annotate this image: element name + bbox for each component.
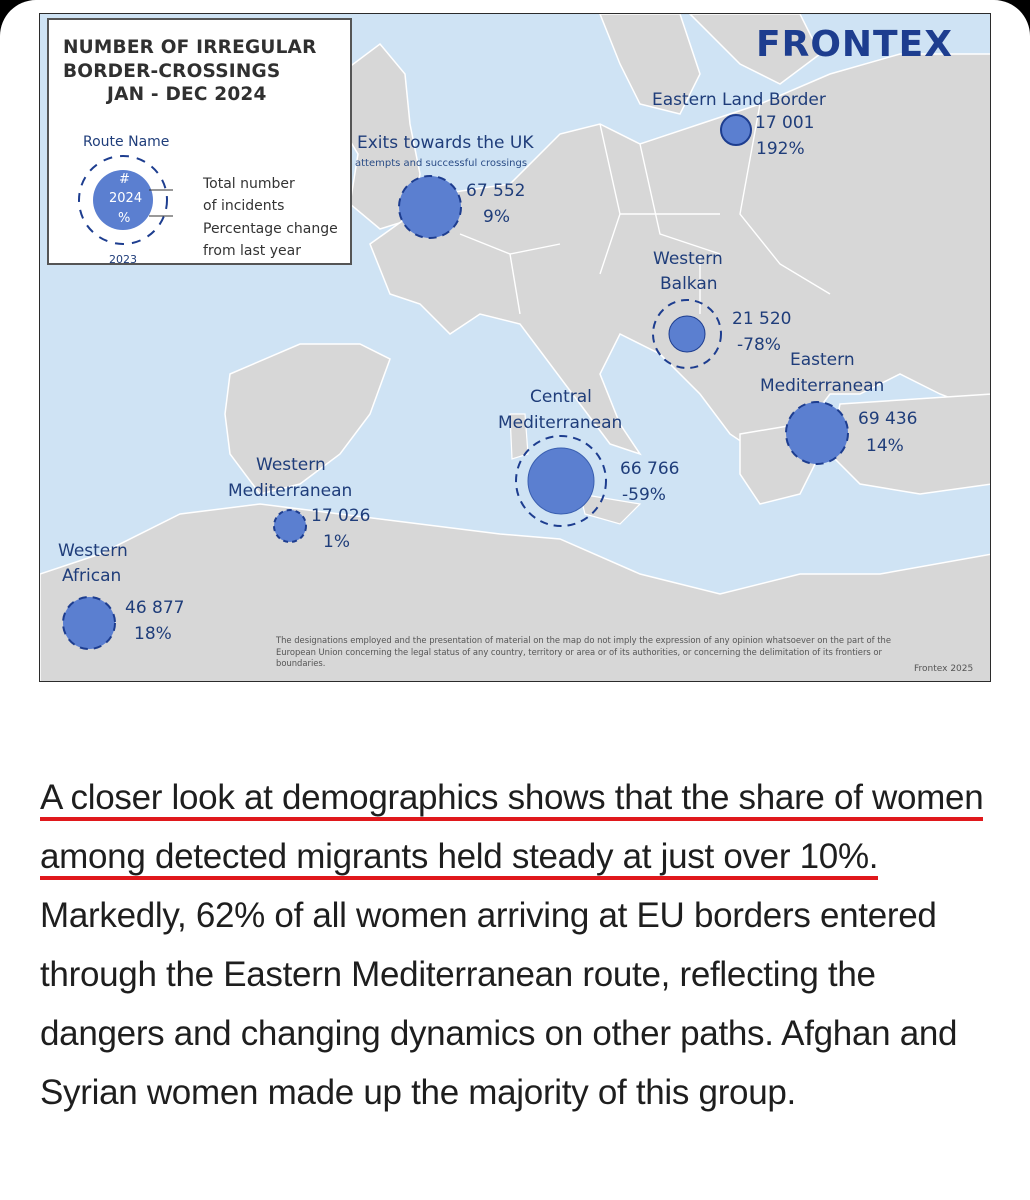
route-name-central-mediterranean: Central bbox=[530, 387, 592, 407]
article-paragraph: A closer look at demographics shows that… bbox=[40, 768, 1000, 1122]
legend-previous-year: 2023 bbox=[109, 253, 137, 266]
route-value-eastern-land-border: 17 001 bbox=[755, 113, 815, 133]
route-change-eastern-land-border: 192% bbox=[756, 139, 805, 159]
route-name-western-african: Western bbox=[58, 541, 128, 561]
highlighted-sentence: A closer look at demographics shows that… bbox=[40, 778, 984, 880]
route-value-western-balkan: 21 520 bbox=[732, 309, 792, 329]
legend-title-line: NUMBER OF IRREGULAR bbox=[63, 37, 317, 58]
map-credit: Frontex 2025 bbox=[914, 664, 974, 674]
legend-percent-symbol: % bbox=[118, 211, 131, 226]
legend-title-line: JAN - DEC 2024 bbox=[107, 84, 267, 106]
route-name-eastern-land-border: Eastern Land Border bbox=[652, 90, 826, 110]
route-marker-central-mediterranean bbox=[515, 435, 607, 527]
route-name-western-mediterranean: Mediterranean bbox=[228, 481, 353, 501]
route-marker-exits-uk bbox=[398, 175, 462, 239]
route-name-western-mediterranean: Western bbox=[256, 455, 326, 475]
route-value-central-mediterranean: 66 766 bbox=[620, 459, 680, 479]
legend-title-line: BORDER-CROSSINGS bbox=[63, 60, 281, 82]
route-change-western-african: 18% bbox=[134, 624, 172, 644]
route-change-western-mediterranean: 1% bbox=[323, 532, 350, 552]
route-change-exits-uk: 9% bbox=[483, 207, 510, 227]
route-subtitle-exits-uk: attempts and successful crossings bbox=[355, 158, 528, 169]
map-legend: NUMBER OF IRREGULAR BORDER-CROSSINGS JAN… bbox=[47, 18, 353, 266]
legend-total-label: Total number of incidents bbox=[203, 176, 295, 214]
route-name-western-balkan: Western bbox=[653, 249, 723, 269]
route-name-eastern-mediterranean: Mediterranean bbox=[760, 376, 885, 396]
map-disclaimer: The designations employed and the presen… bbox=[276, 635, 892, 669]
legend-title: NUMBER OF IRREGULAR BORDER-CROSSINGS JAN… bbox=[63, 36, 353, 107]
route-change-western-balkan: -78% bbox=[737, 335, 781, 355]
route-value-western-african: 46 877 bbox=[125, 598, 185, 618]
route-name-western-balkan: Balkan bbox=[660, 274, 718, 294]
route-marker-western-balkan bbox=[652, 299, 722, 369]
route-value-exits-uk: 67 552 bbox=[466, 181, 526, 201]
migration-map: NUMBER OF IRREGULAR BORDER-CROSSINGS JAN… bbox=[39, 13, 991, 682]
frontex-logo: FRONTEX bbox=[756, 24, 953, 65]
route-name-eastern-mediterranean: Eastern bbox=[790, 350, 855, 370]
route-change-eastern-mediterranean: 14% bbox=[866, 436, 904, 456]
map-background bbox=[40, 14, 990, 681]
route-name-central-mediterranean: Mediterranean bbox=[498, 413, 623, 433]
legend-change-label: Percentage change from last year bbox=[203, 221, 338, 259]
route-name-exits-uk: Exits towards the UK bbox=[357, 133, 534, 153]
route-name-western-african: African bbox=[62, 566, 122, 586]
route-change-central-mediterranean: -59% bbox=[622, 485, 666, 505]
legend-current-year: 2024 bbox=[109, 191, 143, 206]
legend-hash: # bbox=[119, 172, 130, 187]
route-marker-western-african bbox=[62, 596, 116, 650]
route-value-western-mediterranean: 17 026 bbox=[311, 506, 371, 526]
route-marker-eastern-land-border bbox=[720, 114, 752, 146]
legend-symbol bbox=[78, 155, 173, 245]
route-marker-western-mediterranean bbox=[273, 509, 307, 543]
route-value-eastern-mediterranean: 69 436 bbox=[858, 409, 918, 429]
route-marker-eastern-mediterranean bbox=[785, 401, 849, 465]
legend-route-name: Route Name bbox=[83, 134, 170, 150]
article-rest: Markedly, 62% of all women arriving at E… bbox=[40, 896, 958, 1112]
